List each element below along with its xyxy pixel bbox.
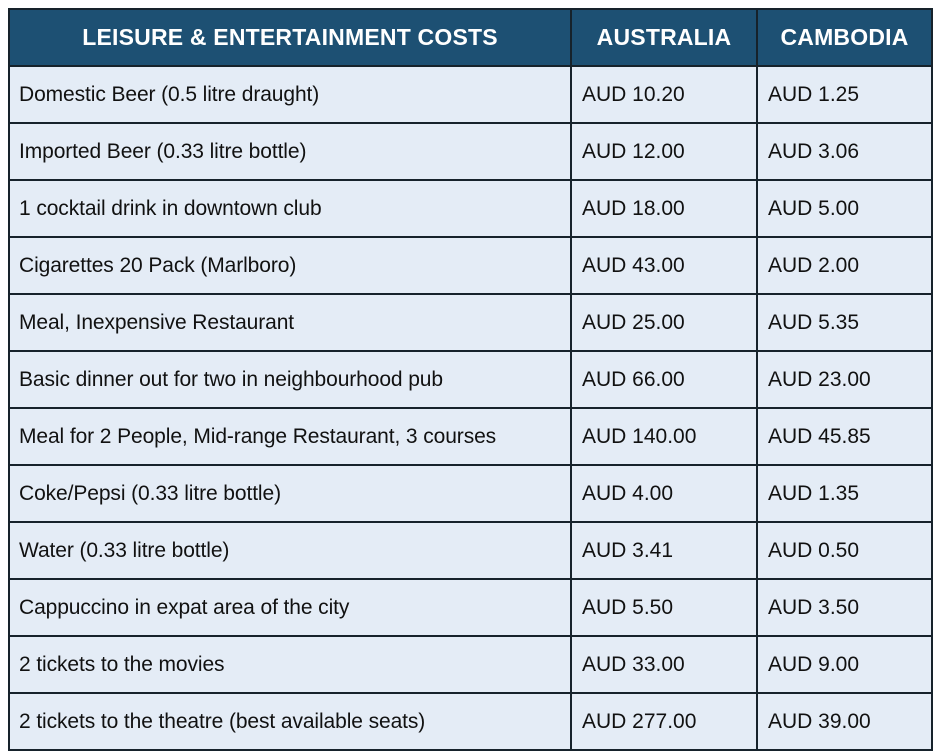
table-row: Cappuccino in expat area of the city AUD… (8, 578, 933, 637)
table-header: LEISURE & ENTERTAINMENT COSTS AUSTRALIA … (8, 8, 933, 67)
cell-item: Meal, Inexpensive Restaurant (8, 293, 572, 352)
cell-item: Basic dinner out for two in neighbourhoo… (8, 350, 572, 409)
cell-item: Domestic Beer (0.5 litre draught) (8, 65, 572, 124)
table-row: 2 tickets to the theatre (best available… (8, 692, 933, 751)
comparison-table-container: LEISURE & ENTERTAINMENT COSTS AUSTRALIA … (8, 8, 933, 751)
cell-item: Water (0.33 litre bottle) (8, 521, 572, 580)
table-row: Meal for 2 People, Mid-range Restaurant,… (8, 407, 933, 466)
cell-australia: AUD 66.00 (570, 350, 758, 409)
cell-cambodia: AUD 5.00 (756, 179, 933, 238)
table-row: Imported Beer (0.33 litre bottle) AUD 12… (8, 122, 933, 181)
leisure-entertainment-costs-table: LEISURE & ENTERTAINMENT COSTS AUSTRALIA … (8, 8, 933, 751)
cell-cambodia: AUD 39.00 (756, 692, 933, 751)
cell-item: 1 cocktail drink in downtown club (8, 179, 572, 238)
cell-australia: AUD 18.00 (570, 179, 758, 238)
cell-australia: AUD 43.00 (570, 236, 758, 295)
cell-item: 2 tickets to the theatre (best available… (8, 692, 572, 751)
cell-cambodia: AUD 45.85 (756, 407, 933, 466)
table-row: 2 tickets to the movies AUD 33.00 AUD 9.… (8, 635, 933, 694)
cell-cambodia: AUD 2.00 (756, 236, 933, 295)
cell-australia: AUD 277.00 (570, 692, 758, 751)
cell-cambodia: AUD 3.06 (756, 122, 933, 181)
cell-item: 2 tickets to the movies (8, 635, 572, 694)
cell-cambodia: AUD 1.25 (756, 65, 933, 124)
cell-cambodia: AUD 1.35 (756, 464, 933, 523)
cell-australia: AUD 4.00 (570, 464, 758, 523)
table-body: Domestic Beer (0.5 litre draught) AUD 10… (8, 65, 933, 751)
cell-australia: AUD 12.00 (570, 122, 758, 181)
column-header-cambodia: CAMBODIA (756, 8, 933, 67)
table-row: 1 cocktail drink in downtown club AUD 18… (8, 179, 933, 238)
cell-australia: AUD 25.00 (570, 293, 758, 352)
cell-item: Cigarettes 20 Pack (Marlboro) (8, 236, 572, 295)
cell-item: Coke/Pepsi (0.33 litre bottle) (8, 464, 572, 523)
table-row: Cigarettes 20 Pack (Marlboro) AUD 43.00 … (8, 236, 933, 295)
cell-cambodia: AUD 3.50 (756, 578, 933, 637)
cell-item: Meal for 2 People, Mid-range Restaurant,… (8, 407, 572, 466)
cell-item: Cappuccino in expat area of the city (8, 578, 572, 637)
table-row: Coke/Pepsi (0.33 litre bottle) AUD 4.00 … (8, 464, 933, 523)
table-header-row: LEISURE & ENTERTAINMENT COSTS AUSTRALIA … (8, 8, 933, 67)
table-row: Basic dinner out for two in neighbourhoo… (8, 350, 933, 409)
cell-cambodia: AUD 9.00 (756, 635, 933, 694)
table-row: Meal, Inexpensive Restaurant AUD 25.00 A… (8, 293, 933, 352)
table-row: Domestic Beer (0.5 litre draught) AUD 10… (8, 65, 933, 124)
cell-item: Imported Beer (0.33 litre bottle) (8, 122, 572, 181)
cell-australia: AUD 140.00 (570, 407, 758, 466)
column-header-australia: AUSTRALIA (570, 8, 758, 67)
cell-australia: AUD 3.41 (570, 521, 758, 580)
cell-australia: AUD 33.00 (570, 635, 758, 694)
column-header-item: LEISURE & ENTERTAINMENT COSTS (8, 8, 572, 67)
table-row: Water (0.33 litre bottle) AUD 3.41 AUD 0… (8, 521, 933, 580)
cell-cambodia: AUD 5.35 (756, 293, 933, 352)
cell-cambodia: AUD 0.50 (756, 521, 933, 580)
cell-cambodia: AUD 23.00 (756, 350, 933, 409)
cell-australia: AUD 5.50 (570, 578, 758, 637)
cell-australia: AUD 10.20 (570, 65, 758, 124)
